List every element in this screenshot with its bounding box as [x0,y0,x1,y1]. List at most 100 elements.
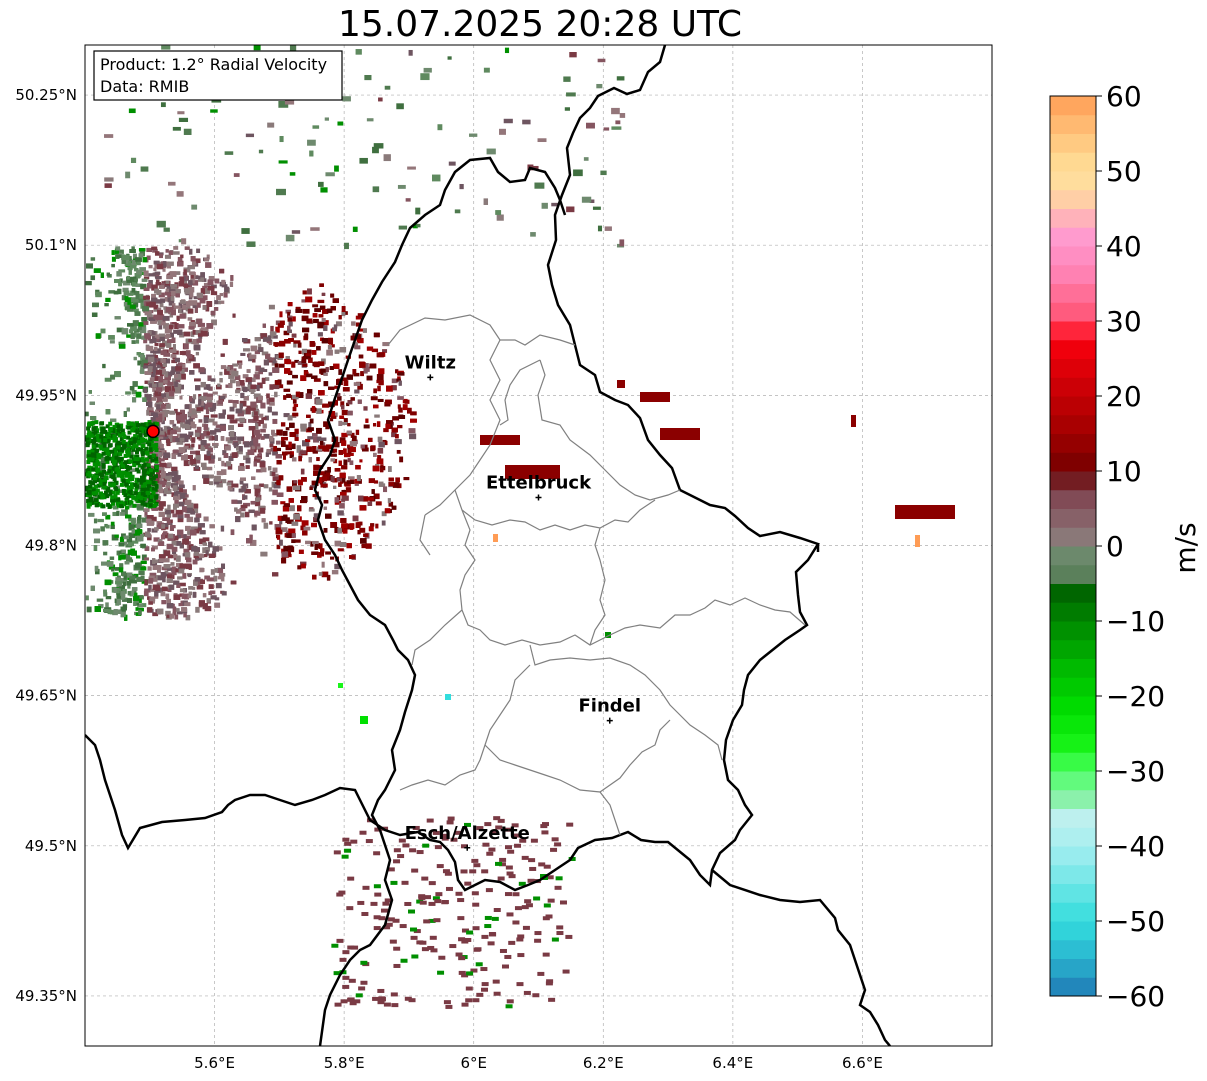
echo-pixel [182,538,189,545]
echo-pixel [278,363,285,368]
echo-pixel [272,384,280,390]
echo-pixel [340,401,345,407]
echo-pixel [377,448,384,454]
echo-pixel [103,608,109,613]
echo-pixel [200,288,206,295]
echo-pixel [396,449,401,454]
echo-pixel [172,513,178,518]
echo-pixel [193,344,201,351]
echo-pixel [254,337,261,342]
echo-pixel [153,267,157,272]
echo-pixel [272,451,278,456]
echo-pixel [293,341,297,348]
echo-pixel [125,304,133,311]
echo-pixel [178,305,186,309]
echo-pixel [242,483,249,489]
echo-pixel [232,400,239,404]
echo-pixel [315,398,323,405]
echo-pixel [219,300,225,304]
echo-pixel [206,323,214,329]
echo-pixel [175,437,181,442]
echo-pixel [286,393,292,398]
echo-pixel [131,259,137,266]
echo-pixel [144,371,152,375]
echo-pixel [105,297,111,303]
echo-pixel [94,568,100,575]
echo-pixel [363,406,368,411]
echo-pixel [382,342,390,347]
echo-pixel [206,431,210,436]
echo-pixel [216,546,223,551]
echo-pixel [266,449,271,453]
echo-pixel [215,582,222,589]
echo-pixel [182,572,187,579]
echo-pixel [146,302,153,307]
echo-pixel [163,425,170,432]
echo-pixel [111,568,115,572]
echo-pixel [159,253,163,259]
echo-pixel [195,513,202,518]
echo-pixel [195,275,201,280]
echo-pixel [348,476,355,480]
echo-pixel [206,402,213,408]
echo-pixel [166,598,171,604]
echo-pixel [355,322,360,327]
echo-pixel [355,464,361,470]
echo-pixel [124,614,128,621]
echo-pixel [338,369,343,375]
echo-pixel [158,379,166,385]
echo-pixel [158,433,165,437]
echo-pixel [88,390,92,394]
echo-pixel [100,561,108,566]
echo-pixel [204,427,210,433]
echo-pixel [224,446,231,451]
echo-pixel [186,358,192,364]
echo-pixel [286,519,294,524]
echo-pixel [179,351,186,355]
echo-pixel [153,559,159,563]
echo-pixel [90,585,95,592]
echo-pixel [373,388,377,394]
echo-pixel [179,300,186,304]
echo-pixel [172,541,177,546]
echo-pixel [363,368,368,374]
echo-pixel [273,445,277,452]
echo-pixel [368,478,376,484]
echo-pixel [160,404,166,409]
echo-pixel [196,292,203,299]
echo-pixel [184,246,190,250]
echo-pixel [276,429,283,436]
echo-pixel [203,384,211,390]
echo-pixel [256,445,261,450]
echo-pixel [174,387,181,394]
echo-pixel [136,519,142,525]
echo-pixel [271,429,275,435]
echo-pixel [308,422,312,429]
echo-pixel [219,293,224,297]
echo-pixel [289,422,295,428]
echo-pixel [253,443,261,447]
echo-pixel [297,505,302,512]
echo-pixel [291,414,297,418]
echo-pixel [381,511,387,517]
echo-pixel [194,307,198,313]
echo-pixel [325,475,333,481]
echo-pixel [319,305,326,310]
echo-pixel [251,524,257,531]
echo-pixel [124,561,130,565]
echo-pixel [285,530,290,535]
echo-pixel [338,420,343,426]
echo-pixel [131,550,137,556]
echo-pixel [248,509,255,514]
echo-pixel [330,453,337,457]
echo-pixel [308,508,315,512]
echo-pixel [328,337,333,344]
echo-pixel [408,428,416,434]
echo-pixel [184,499,192,505]
echo-pixel [177,514,184,520]
echo-pixel [198,444,203,450]
echo-pixel [163,531,168,535]
echo-pixel [174,535,179,541]
echo-pixel [154,342,159,347]
echo-pixel [149,572,157,579]
